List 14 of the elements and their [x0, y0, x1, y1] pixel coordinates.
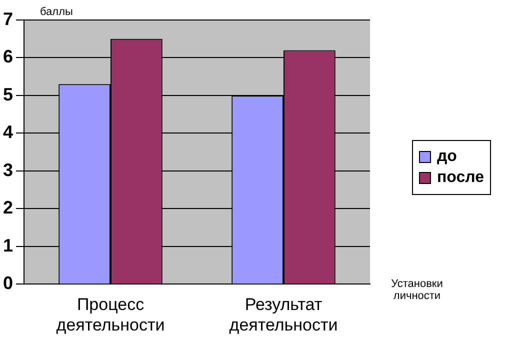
- y-tick-label: 5: [2, 84, 14, 104]
- x-axis-title: Установки личности: [390, 278, 444, 302]
- legend-label: после: [437, 169, 484, 187]
- y-axis-title: баллы: [40, 6, 73, 18]
- y-tick-label: 7: [2, 8, 14, 29]
- y-tick-label: 6: [2, 46, 14, 67]
- legend-label: до: [437, 148, 457, 166]
- y-tick-label: 3: [2, 160, 14, 180]
- y-tick-label: 1: [2, 235, 14, 256]
- y-tick-label: 0: [2, 273, 14, 294]
- x-tick-label: Процесс деятельности: [56, 295, 165, 334]
- y-tick-label: 2: [2, 198, 14, 218]
- y-tick-label: 4: [2, 122, 14, 142]
- x-tick-label: Результат деятельности: [229, 295, 338, 334]
